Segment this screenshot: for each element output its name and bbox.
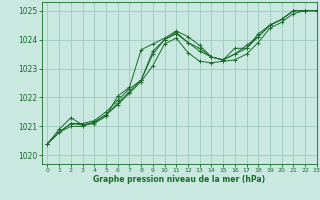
X-axis label: Graphe pression niveau de la mer (hPa): Graphe pression niveau de la mer (hPa) (93, 175, 265, 184)
